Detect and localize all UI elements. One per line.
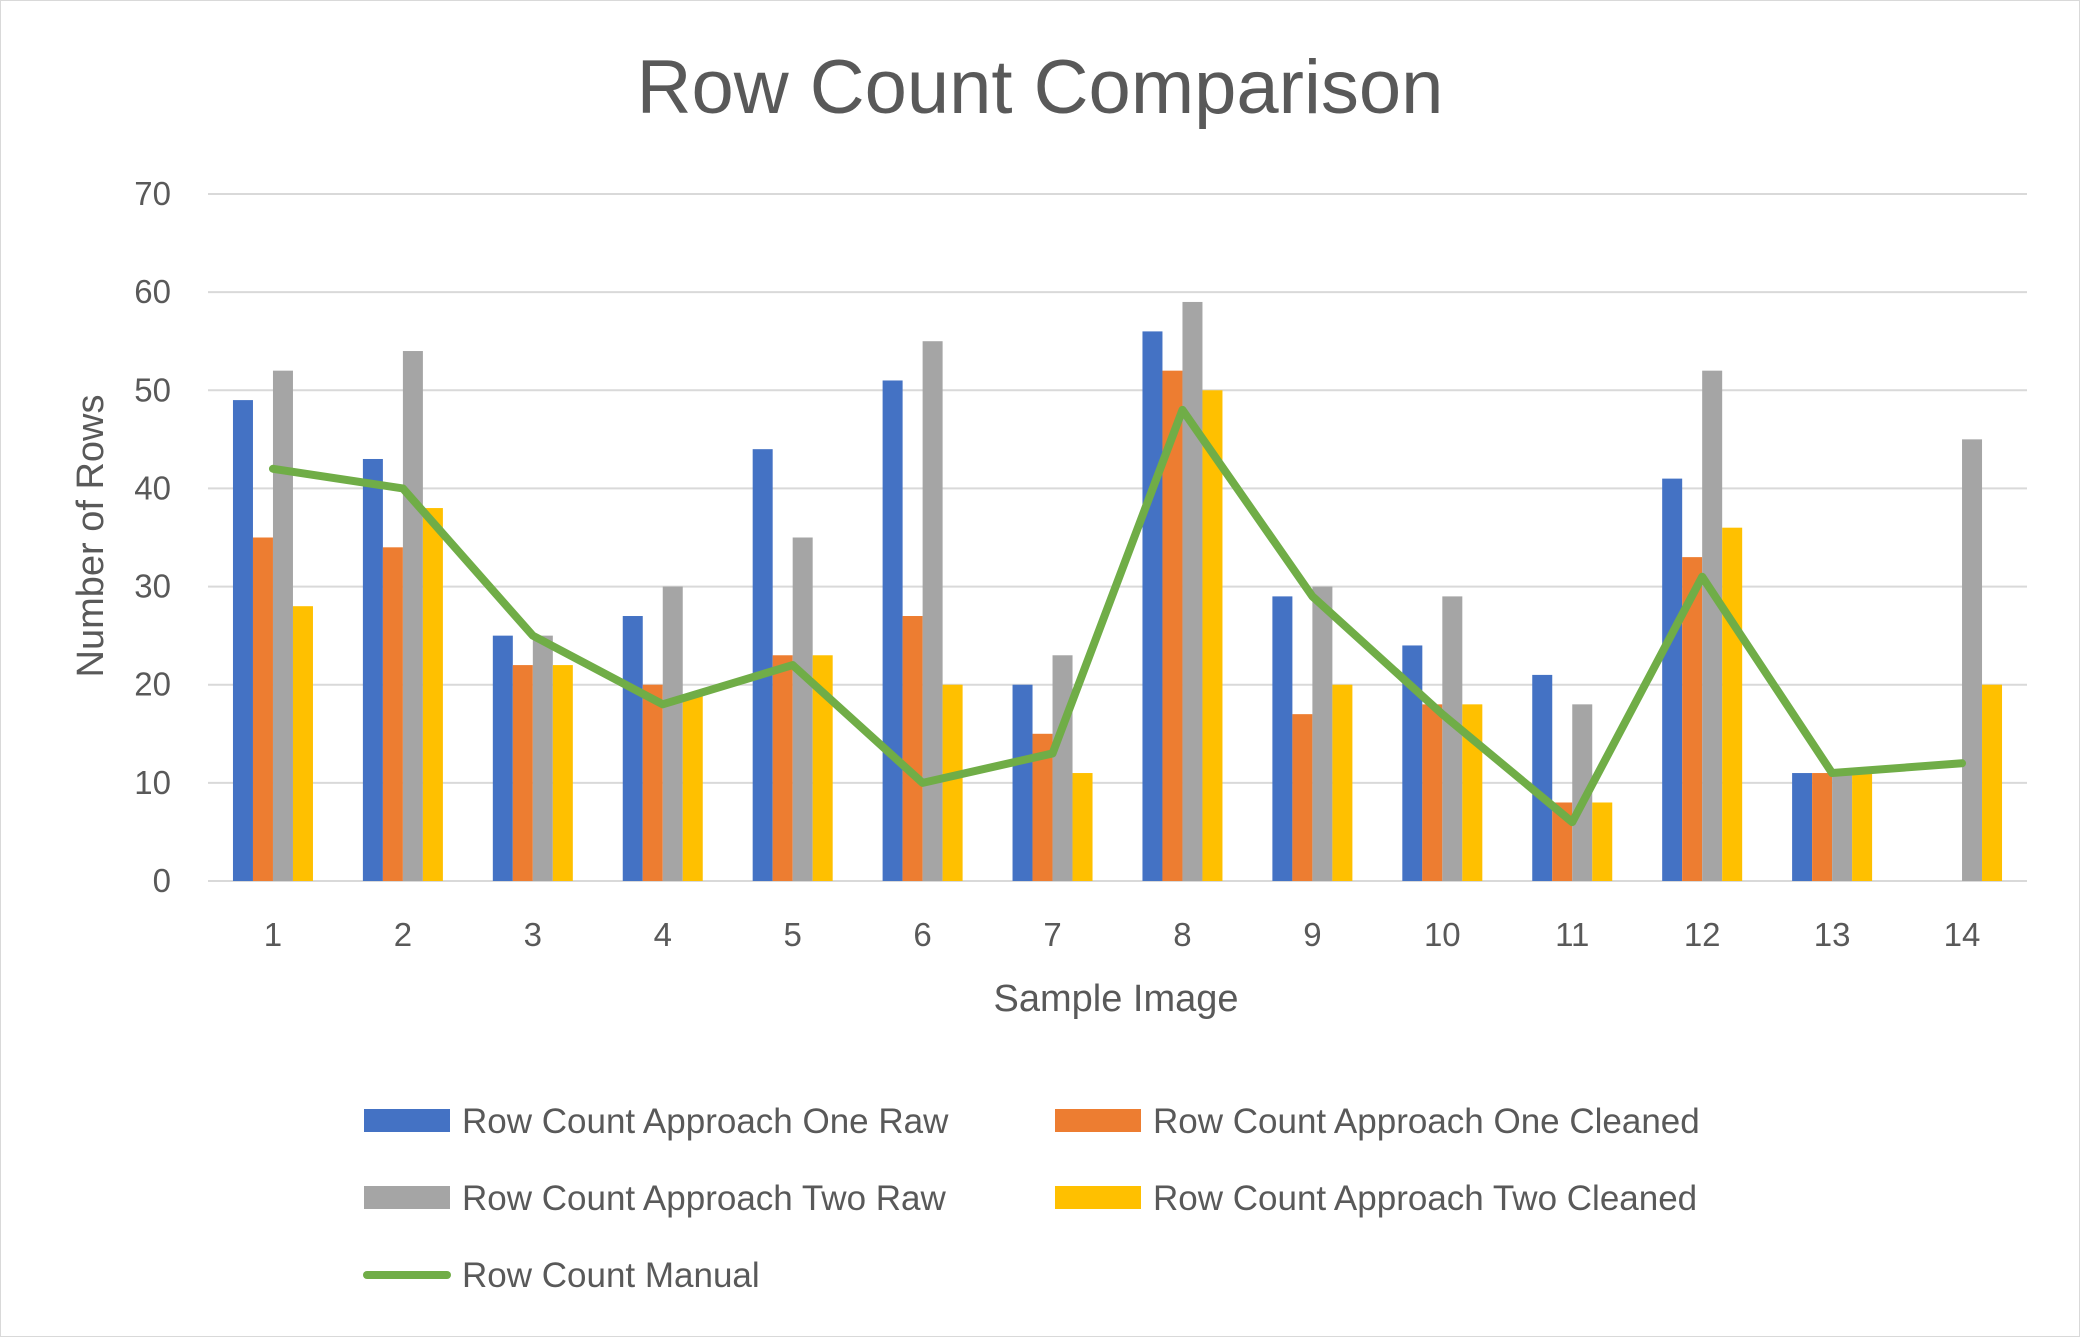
x-axis-ticks: 1 2 3 4 5 6 7 8 9 10 11 12 13 14 [264,916,1981,953]
y-tick-label: 10 [134,764,171,801]
x-tick-label: 13 [1814,916,1851,953]
bar [1312,586,1333,881]
bar [682,694,703,881]
bar [1272,596,1293,881]
bar [362,458,383,881]
x-tick-label: 8 [1173,916,1191,953]
bar [1462,704,1483,881]
bar [1962,439,1983,881]
legend-label: Row Count Manual [462,1256,760,1295]
line-series-manual [268,405,1967,827]
legend-label: Row Count Approach One Cleaned [1153,1102,1700,1141]
legend-swatch [1055,1109,1141,1132]
x-tick-label: 9 [1303,916,1321,953]
bar [752,449,773,881]
bar [1982,684,2003,881]
bar [1442,596,1463,881]
bar [772,655,793,881]
x-tick-label: 10 [1424,916,1461,953]
bar [622,616,643,881]
y-tick-label: 0 [153,862,171,899]
bar [252,537,273,881]
y-tick-label: 70 [134,175,171,212]
bar [492,635,513,881]
bar [1052,655,1073,881]
x-axis-title: Sample Image [993,978,1238,1020]
bar [1422,704,1443,881]
bar [902,616,923,881]
x-tick-label: 12 [1684,916,1721,953]
bar [1722,527,1743,881]
bar [1142,331,1163,881]
legend-swatch [364,1186,450,1209]
x-tick-label: 7 [1043,916,1061,953]
bar [882,380,903,881]
bar [1832,773,1853,881]
y-tick-label: 20 [134,666,171,703]
bar [1682,557,1703,881]
legend-label: Row Count Approach One Raw [462,1102,949,1141]
y-axis-ticks: 0 10 20 30 40 50 60 70 [134,175,171,899]
bar [1662,478,1683,881]
bar [1072,773,1093,881]
bar [552,665,573,881]
x-tick-label: 11 [1555,916,1589,953]
x-tick-label: 14 [1944,916,1981,953]
bar [1012,684,1033,881]
x-tick-label: 2 [394,916,412,953]
x-tick-label: 4 [654,916,672,953]
bar [1182,301,1203,881]
bar [272,370,293,881]
bar [1162,370,1183,881]
bar [792,537,813,881]
bar [382,547,403,881]
bar [1292,714,1313,881]
line-series [268,405,1967,827]
legend: Row Count Approach One Raw Row Count Appr… [363,1102,1700,1295]
x-tick-label: 6 [913,916,931,953]
y-tick-label: 30 [134,568,171,605]
bar [1812,773,1833,881]
y-tick-label: 40 [134,469,171,506]
bar-series [232,301,2003,881]
bar [642,684,663,881]
x-tick-label: 5 [783,916,801,953]
bar [512,665,533,881]
bar [422,508,443,881]
y-axis-title: Number of Rows [70,395,112,678]
bar [1702,370,1723,881]
bar [1202,390,1223,881]
bar [942,684,963,881]
y-tick-label: 60 [134,273,171,310]
bar [1402,645,1423,881]
legend-label: Row Count Approach Two Cleaned [1153,1179,1697,1218]
bar [1532,674,1553,881]
bar [1572,704,1593,881]
bar [532,635,553,881]
x-tick-label: 3 [524,916,542,953]
bar [1332,684,1353,881]
bar [232,400,253,881]
chart-title: Row Count Comparison [637,45,1444,130]
y-tick-label: 50 [134,371,171,408]
legend-label: Row Count Approach Two Raw [462,1179,947,1218]
gridlines [208,193,2027,882]
bar [662,586,683,881]
bar [812,655,833,881]
bar [1792,773,1813,881]
legend-swatch [364,1109,450,1132]
legend-swatch [1055,1186,1141,1209]
bar [1592,802,1613,881]
bar [292,606,313,881]
bar [1852,773,1873,881]
bar [402,351,423,881]
bar [922,341,943,881]
bar [1032,733,1053,881]
x-tick-label: 1 [264,916,282,953]
